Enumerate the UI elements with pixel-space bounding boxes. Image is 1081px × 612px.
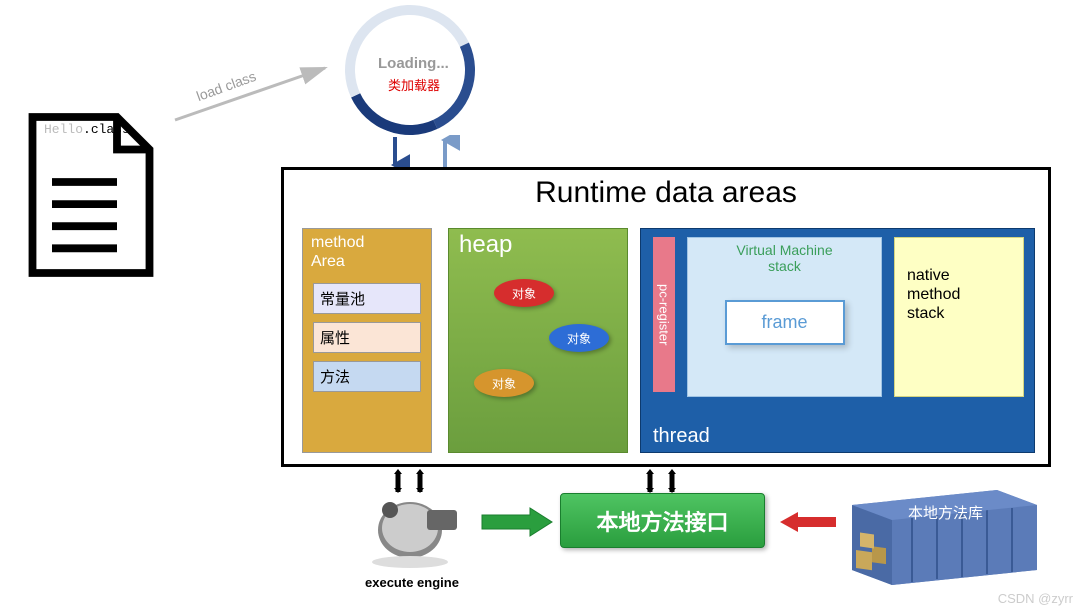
native-method-stack: native method stack (894, 237, 1024, 397)
method-area-title: method Area (303, 229, 431, 275)
method-item-methods: 方法 (313, 361, 421, 392)
file-name-label: Hello.class (44, 122, 130, 137)
arrow-engine-to-native (480, 505, 555, 545)
method-item-constant-pool: 常量池 (313, 283, 421, 314)
native-stack-title: native method stack (895, 238, 1023, 352)
watermark: CSDN @zyrr (998, 591, 1073, 606)
heap-object: 对象 (474, 369, 534, 397)
vm-stack-title: Virtual Machine stack (688, 238, 881, 278)
execute-engine-icon (365, 480, 465, 570)
heap-object: 对象 (494, 279, 554, 307)
vm-frame: frame (725, 300, 845, 345)
thread-area: thread pc-register Virtual Machine stack… (640, 228, 1035, 453)
heap-object: 对象 (549, 324, 609, 352)
arrow-lib-to-native (778, 510, 838, 539)
native-method-interface: 本地方法接口 (560, 493, 765, 548)
method-item-attributes: 属性 (313, 322, 421, 353)
runtime-title: Runtime data areas (284, 170, 1048, 214)
spinner-sublabel: 类加载器 (388, 75, 440, 94)
method-area: method Area 常量池 属性 方法 (302, 228, 432, 453)
heap-area: heap 对象 对象 对象 (448, 228, 628, 453)
vm-stack: Virtual Machine stack frame (687, 237, 882, 397)
pc-register: pc-register (653, 237, 675, 392)
thread-title: thread (653, 425, 710, 448)
heap-title: heap (449, 229, 627, 261)
spinner-loading-text: Loading... (378, 55, 449, 72)
native-lib-container-icon (842, 470, 1042, 590)
native-lib-label: 本地方法库 (908, 502, 983, 523)
execute-engine-label: execute engine (365, 575, 459, 590)
